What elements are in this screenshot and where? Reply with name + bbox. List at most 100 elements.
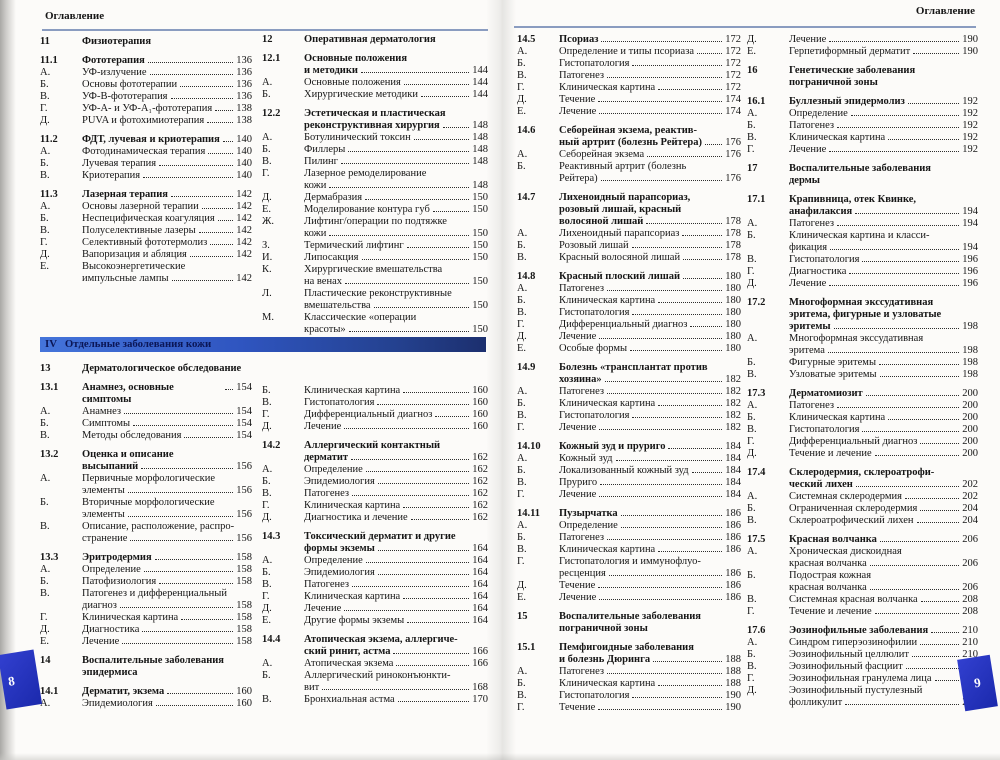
toc-entry: Е. Герпетиформный дерматит 190 [747, 46, 978, 58]
toc-entry: В. Описание, расположение, распро-странен… [40, 521, 252, 545]
toc-entry: Б. Реактивный артрит (болезнь Рейтера) 176 [517, 161, 741, 185]
entry-label: А. [262, 132, 273, 143]
toc-entry: Б. Симптомы 154 [40, 418, 252, 430]
entry-title: Криотерапия 140 [82, 170, 252, 181]
toc-entry: М. Классические «операции красоты» 150 [262, 312, 488, 336]
entry-label: 14.6 [517, 125, 536, 136]
entry-page-number: 198 [962, 321, 978, 332]
toc-entry: Г. Гистопатология и иммунофлуо-ресценция 1… [517, 556, 741, 580]
entry-title: Гистопатология 196 [789, 254, 978, 265]
toc-block: 14.3 Токсический дерматит и другие формы э… [262, 531, 488, 627]
entry-title: Патофизиология 158 [82, 576, 252, 587]
entry-label: Л. [262, 288, 272, 299]
toc-entry: В. Патогенез 172 [517, 70, 741, 82]
entry-page-number: 180 [725, 331, 741, 342]
dot-leader [888, 419, 960, 420]
dot-leader [829, 285, 960, 286]
entry-title: Эозинофильный целлюлит 210 [789, 649, 978, 660]
entry-page-number: 186 [725, 520, 741, 531]
entry-page-number: 188 [725, 666, 741, 677]
toc-entry: Б. Неспецифическая коагуляция 142 [40, 213, 252, 225]
entry-page-number: 186 [725, 568, 741, 579]
entry-label: А. [517, 386, 528, 397]
toc-entry: А. Лихеноидный парапсориаз 178 [517, 228, 741, 240]
dot-leader [920, 443, 960, 444]
dot-leader [682, 235, 723, 236]
entry-title: Эпидемиология 162 [304, 476, 488, 487]
toc-entry: Б. Клиническая картина и класси-фикация 19… [747, 230, 978, 254]
toc-entry: Б. Клиническая картина 180 [517, 295, 741, 307]
toc-entry: А. Определение 158 [40, 564, 252, 576]
dot-leader [341, 163, 470, 164]
dot-leader [653, 661, 723, 662]
entry-title: Подострая кожная красная волчанка 206 [789, 570, 978, 593]
entry-label: 12.1 [262, 53, 281, 64]
toc-entry: А. Ботулинический токсин 148 [262, 132, 488, 144]
toc-entry: А. Системная склеродермия 202 [747, 491, 978, 503]
entry-page-number: 156 [236, 509, 252, 520]
entry-label: В. [517, 307, 527, 318]
toc-entry: В. Патогенез 162 [262, 488, 488, 500]
toc-entry: Б. Патогенез 192 [747, 120, 978, 132]
toc-entry: 16.1 Буллезный эпидермолиз 192 [747, 96, 978, 108]
entry-page-number: 156 [236, 485, 252, 496]
entry-label: В. [517, 690, 527, 701]
entry-title: Патогенез 172 [559, 70, 741, 81]
toc-block: 12.1 Основные положения и методики 144 А. Осн… [262, 53, 488, 101]
dot-leader [184, 437, 234, 438]
entry-page-number: 160 [236, 698, 252, 709]
toc-entry: В. Гистопатология 200 [747, 424, 978, 436]
entry-title: Определение 164 [304, 555, 488, 566]
entry-label: Д. [517, 94, 527, 105]
entry-page-number: 180 [725, 295, 741, 306]
entry-title: Хроническая дискоидная красная волчанка 20… [789, 546, 978, 569]
entry-title: Лучевая терапия 140 [82, 158, 252, 169]
entry-page-number: 172 [725, 58, 741, 69]
entry-label: В. [747, 369, 757, 380]
entry-page-number: 198 [962, 357, 978, 368]
entry-page-number: 138 [236, 103, 252, 114]
entry-title: Классические «операции красоты» 150 [304, 312, 488, 335]
entry-page-number: 196 [962, 254, 978, 265]
toc-entry: Г. Клиническая картина 172 [517, 82, 741, 94]
entry-title: Лечение 190 [789, 34, 978, 45]
entry-title: Лечение 186 [559, 592, 741, 603]
entry-label: Е. [747, 46, 757, 57]
dot-leader [911, 656, 960, 657]
entry-label: Б. [40, 497, 49, 508]
entry-title: Основы лазерной терапии 142 [82, 201, 252, 212]
dot-leader [869, 589, 960, 590]
entry-label: Б. [517, 532, 526, 543]
toc-entry: Б. Основы фототерапии 136 [40, 79, 252, 91]
entry-label: Г. [747, 144, 755, 155]
entry-title: Многоформная экссудативная эритема 198 [789, 333, 978, 356]
toc-entry: 14.9 Болезнь «трансплантат против хозяина»… [517, 362, 741, 386]
dot-leader [905, 668, 960, 669]
toc-entry: Б. Патогенез 186 [517, 532, 741, 544]
entry-label: Е. [262, 204, 272, 215]
dot-leader [632, 417, 723, 418]
entry-label: 14.10 [517, 441, 541, 452]
entry-page-number: 194 [962, 242, 978, 253]
entry-label: А. [262, 464, 273, 475]
dot-leader [159, 165, 234, 166]
dot-leader [410, 519, 470, 520]
entry-title: Лечение 182 [559, 422, 741, 433]
dot-leader [849, 273, 960, 274]
entry-label: В. [40, 588, 50, 599]
entry-page-number: 154 [236, 382, 252, 393]
toc-entry: Б. Локализованный кожный зуд 184 [517, 465, 741, 477]
dot-leader [215, 110, 234, 111]
toc-block: 17.3 Дерматомиозит 200 А. Патогенез 200 Б. Клин… [747, 388, 978, 460]
dot-leader [225, 389, 234, 390]
entry-label: Б. [262, 385, 271, 396]
toc-entry: Г. Дифференциальный диагноз 200 [747, 436, 978, 448]
toc-entry: Б. Вторичные морфологические элементы 156 [40, 497, 252, 521]
entry-page-number: 178 [725, 216, 741, 227]
toc-block: 17.6 Эозинофильные заболевания 210 А. Синдро… [747, 625, 978, 709]
entry-title: Течение и лечение 208 [789, 606, 978, 617]
entry-label: А. [517, 149, 528, 160]
entry-page-number: 148 [472, 180, 488, 191]
dot-leader [833, 328, 960, 329]
dot-leader [348, 151, 470, 152]
